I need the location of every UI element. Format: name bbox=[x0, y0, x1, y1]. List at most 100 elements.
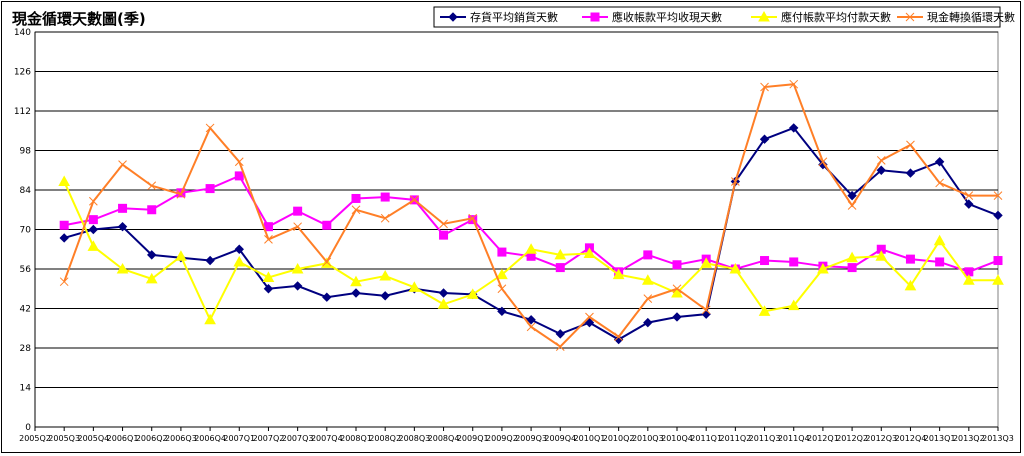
data-point bbox=[729, 262, 742, 274]
x-tick-label: 2009Q3 bbox=[515, 434, 547, 443]
data-point bbox=[847, 263, 857, 273]
data-point bbox=[496, 268, 508, 280]
data-point bbox=[293, 206, 303, 216]
data-point bbox=[497, 306, 507, 317]
x-tick-label: 2005Q3 bbox=[48, 434, 80, 443]
data-point bbox=[758, 305, 771, 316]
data-point bbox=[847, 190, 857, 201]
y-tick-label: 14 bbox=[20, 384, 32, 394]
legend-item-3: 現金轉換循環天數 bbox=[897, 10, 1015, 24]
data-point bbox=[993, 256, 1003, 266]
data-point bbox=[233, 255, 246, 267]
y-tick-label: 70 bbox=[20, 226, 32, 236]
data-point bbox=[291, 262, 304, 274]
data-point bbox=[88, 224, 99, 235]
y-tick-label: 42 bbox=[20, 305, 31, 315]
data-point bbox=[875, 250, 888, 261]
x-tick-label: 2009Q2 bbox=[486, 434, 518, 443]
x-tick-label: 2005Q4 bbox=[77, 434, 109, 443]
y-tick-label: 140 bbox=[14, 28, 31, 38]
x-tick-label: 2013Q1 bbox=[924, 434, 956, 443]
data-point bbox=[380, 291, 390, 301]
data-point bbox=[350, 275, 362, 287]
y-tick-label: 84 bbox=[20, 186, 32, 196]
legend-item-1: 應收帳款平均收現天數 bbox=[582, 10, 722, 24]
data-point bbox=[993, 210, 1003, 221]
data-point bbox=[905, 254, 915, 264]
data-point bbox=[585, 312, 594, 322]
data-point bbox=[351, 288, 361, 298]
x-tick-label: 2013Q3 bbox=[982, 434, 1014, 443]
x-tick-label: 2012Q3 bbox=[865, 434, 897, 443]
data-point bbox=[437, 298, 450, 309]
data-point bbox=[438, 288, 449, 298]
data-point bbox=[263, 284, 274, 294]
data-point bbox=[204, 313, 216, 325]
data-point bbox=[439, 219, 448, 229]
data-point bbox=[293, 222, 302, 232]
x-tick-label: 2011Q3 bbox=[749, 434, 781, 443]
x-tick-label: 2006Q4 bbox=[194, 434, 226, 443]
data-point bbox=[935, 257, 945, 267]
x-tick-label: 2008Q1 bbox=[340, 434, 372, 443]
y-tick-label: 126 bbox=[14, 68, 31, 78]
x-tick-label: 2008Q4 bbox=[428, 434, 460, 443]
x-tick-label: 2010Q3 bbox=[632, 434, 664, 443]
x-tick-label: 2012Q4 bbox=[895, 434, 927, 443]
x-tick-label: 2006Q1 bbox=[107, 434, 139, 443]
x-tick-label: 2005Q2 bbox=[19, 434, 51, 443]
data-point bbox=[759, 134, 770, 144]
data-point bbox=[555, 329, 565, 339]
series-2 bbox=[58, 175, 1004, 325]
data-point bbox=[118, 203, 128, 213]
x-tick-label: 2011Q1 bbox=[690, 434, 722, 443]
x-tick-label: 2006Q3 bbox=[165, 434, 197, 443]
data-point bbox=[380, 192, 390, 202]
data-point bbox=[322, 292, 332, 302]
data-point bbox=[379, 270, 392, 281]
series-lines bbox=[58, 79, 1004, 351]
data-point bbox=[818, 159, 828, 170]
data-point bbox=[59, 277, 69, 287]
data-point bbox=[731, 177, 740, 186]
x-tick-label: 2010Q1 bbox=[574, 434, 606, 443]
data-point bbox=[176, 189, 186, 199]
data-point bbox=[934, 157, 945, 167]
data-point bbox=[905, 12, 915, 22]
chart-title: 現金循環天數圖(季) bbox=[12, 10, 146, 28]
data-point bbox=[933, 234, 946, 246]
data-point bbox=[789, 123, 799, 133]
x-tick-label: 2012Q2 bbox=[836, 434, 868, 443]
data-point bbox=[117, 221, 128, 232]
data-point bbox=[671, 286, 683, 298]
x-tick-label: 2010Q4 bbox=[661, 434, 693, 443]
data-point bbox=[262, 271, 275, 282]
data-point bbox=[672, 284, 682, 294]
data-point bbox=[701, 305, 711, 315]
data-point bbox=[555, 342, 565, 351]
axes: 0 14 28 42 56 70 84 98 112 126 140 2005Q22005Q32005… bbox=[14, 28, 1014, 443]
data-point bbox=[526, 322, 536, 332]
x-tick-label: 2012Q1 bbox=[807, 434, 839, 443]
data-point bbox=[351, 205, 361, 215]
data-point bbox=[380, 213, 390, 223]
data-point bbox=[147, 250, 157, 260]
data-point bbox=[205, 184, 215, 194]
x-tick-label: 2013Q2 bbox=[953, 434, 985, 443]
data-point bbox=[935, 178, 944, 188]
data-point bbox=[554, 248, 567, 260]
data-point bbox=[584, 317, 595, 328]
legend-item-2: 應付帳款平均付款天數 bbox=[751, 10, 891, 24]
data-point bbox=[322, 220, 332, 230]
data-point bbox=[906, 140, 915, 150]
y-tick-label: 0 bbox=[25, 423, 31, 433]
data-point bbox=[145, 272, 158, 284]
data-point bbox=[88, 215, 98, 225]
data-point bbox=[234, 171, 244, 181]
data-point bbox=[205, 255, 215, 266]
data-point bbox=[497, 284, 507, 294]
legend-label: 應收帳款平均收現天數 bbox=[612, 10, 722, 24]
data-point bbox=[89, 196, 98, 206]
data-point bbox=[468, 213, 478, 223]
